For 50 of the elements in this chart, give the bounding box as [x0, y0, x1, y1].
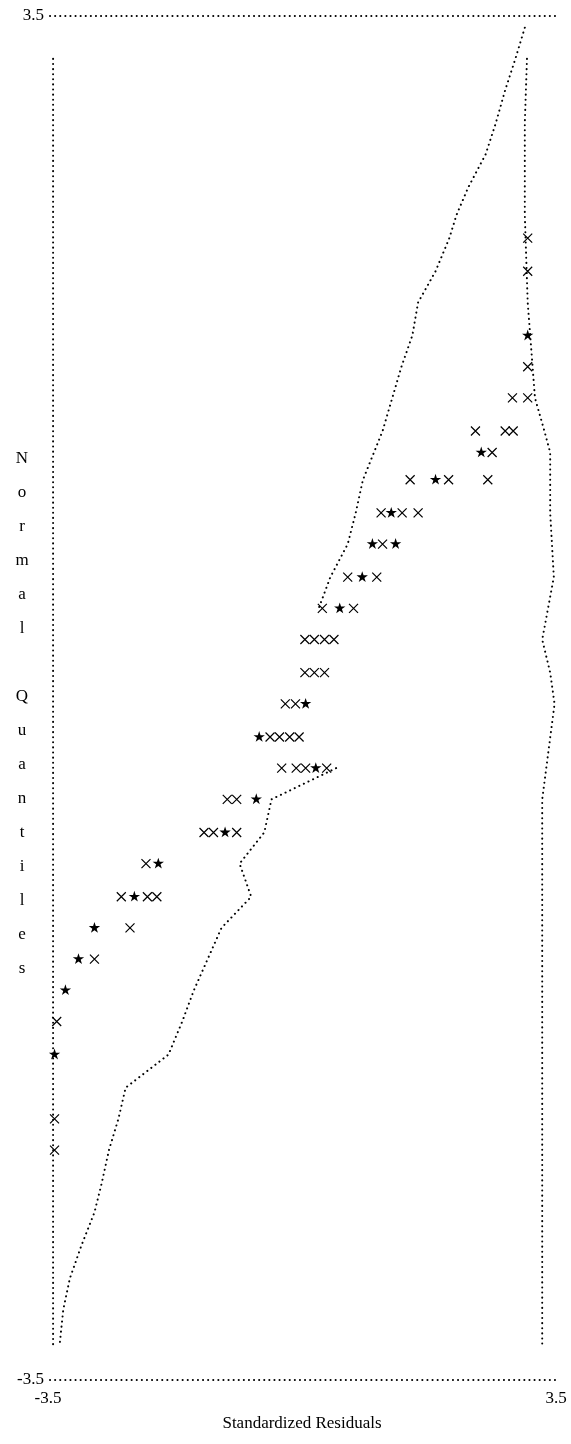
point: [356, 571, 368, 583]
x-axis-title: Standardized Residuals: [222, 1413, 382, 1432]
point: [507, 392, 518, 404]
point: [219, 826, 231, 838]
point: [366, 538, 379, 549]
point: [413, 507, 424, 518]
point: [128, 890, 141, 902]
point: [88, 921, 101, 933]
point: [59, 984, 72, 996]
point: [389, 538, 402, 549]
point: [310, 762, 322, 773]
point: [51, 1016, 62, 1027]
point: [429, 473, 442, 485]
point: [475, 446, 487, 458]
point: [89, 954, 100, 965]
point: [231, 827, 242, 838]
point: [522, 392, 533, 404]
point: [470, 425, 481, 437]
point: [116, 891, 127, 902]
line-series: [523, 57, 556, 1346]
point: [317, 603, 328, 614]
point: [140, 858, 152, 869]
point: [487, 447, 498, 458]
point: [376, 507, 387, 518]
point: [72, 953, 85, 964]
point: [342, 572, 353, 583]
point: [253, 731, 265, 742]
point: [348, 603, 359, 614]
point: [482, 474, 493, 485]
point: [405, 474, 416, 485]
point: [443, 474, 454, 485]
point: [124, 922, 136, 934]
point: [49, 1113, 60, 1124]
line-series: [58, 767, 338, 1346]
point: [250, 793, 262, 805]
y-axis-title: Normal Quantiles: [12, 448, 32, 992]
point: [371, 572, 382, 583]
point: [522, 361, 533, 372]
point: [334, 602, 346, 614]
point: [276, 763, 287, 774]
point: [377, 538, 388, 550]
point: [385, 506, 397, 518]
line-series: [317, 26, 526, 610]
point: [49, 1144, 60, 1156]
point: [522, 266, 533, 277]
point: [321, 763, 332, 774]
point: [522, 233, 533, 244]
point: [152, 857, 164, 869]
point: [299, 697, 312, 709]
point: [397, 507, 408, 518]
